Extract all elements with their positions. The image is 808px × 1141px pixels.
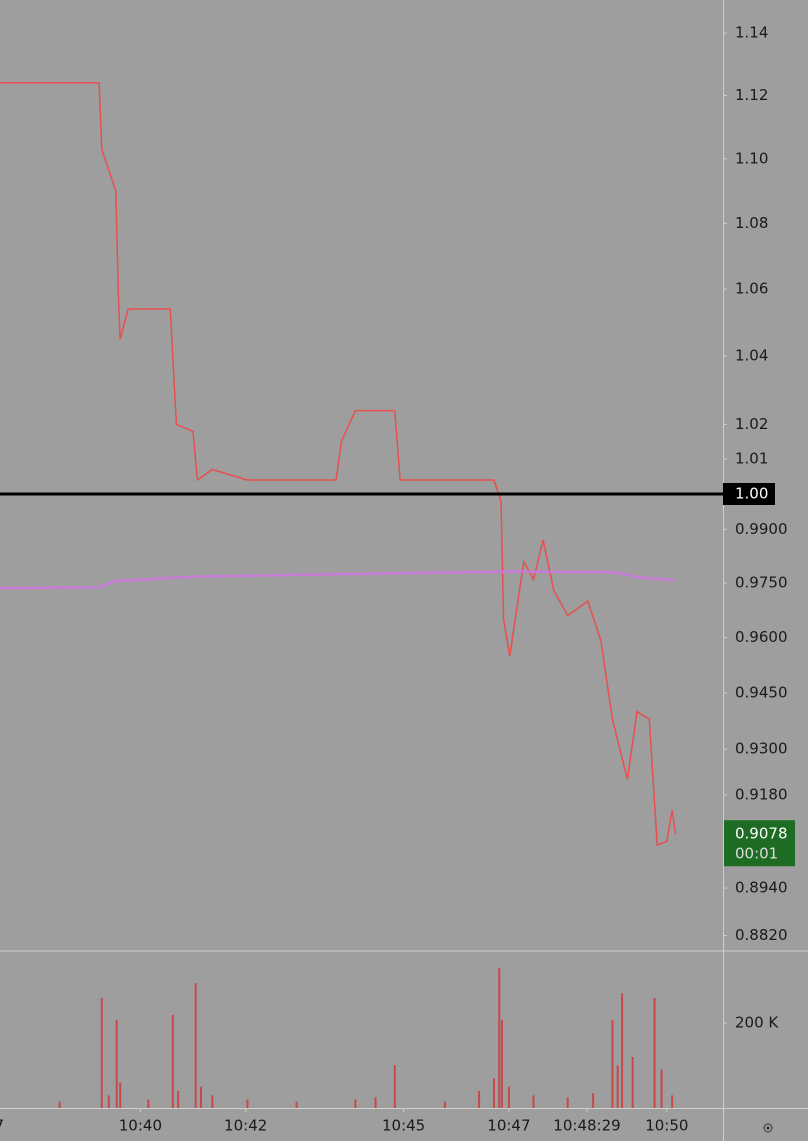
- volume-bar: [443, 1101, 446, 1108]
- volume-bar: [147, 1099, 150, 1108]
- volume-bar: [246, 1099, 249, 1108]
- volume-bar: [199, 1086, 202, 1108]
- volume-bar: [616, 1065, 619, 1108]
- volume-bar: [478, 1090, 481, 1108]
- ma-line: [0, 570, 676, 590]
- volume-bar: [492, 1078, 495, 1108]
- volume-bar: [295, 1101, 298, 1108]
- x-tick-label: 10:40: [119, 1117, 162, 1135]
- y-tick-label: 0.8940: [735, 879, 788, 897]
- y-tick-label: 1.10: [735, 149, 768, 167]
- y-tick-label: 0.8820: [735, 926, 788, 944]
- x-tick-label: 10:42: [224, 1117, 267, 1135]
- last-price-bg: [724, 820, 795, 867]
- y-tick-label: 1.02: [735, 415, 768, 433]
- settings-icon-dot: [766, 1126, 770, 1130]
- y-tick-label: 0.9180: [735, 785, 788, 803]
- y-tick-label: 1.08: [735, 214, 768, 232]
- x-tick-label: 10:48:29: [553, 1117, 620, 1135]
- volume-bar: [498, 968, 501, 1108]
- y-tick-label: 0.9900: [735, 520, 788, 538]
- y-tick-label: 0.9600: [735, 628, 788, 646]
- volume-bar: [532, 1095, 535, 1108]
- x-tick-label: 10:47: [487, 1117, 530, 1135]
- volume-bar: [653, 997, 656, 1108]
- volume-bar: [566, 1097, 569, 1108]
- volume-bar: [194, 983, 197, 1108]
- hline-label-bg: [723, 482, 775, 505]
- volume-bar: [119, 1082, 122, 1108]
- x-tick-label: 10:37: [0, 1117, 4, 1135]
- y-tick-label: 200 K: [735, 1013, 779, 1031]
- volume-bar: [107, 1095, 110, 1108]
- x-tick-label: 10:45: [382, 1117, 425, 1135]
- settings-icon[interactable]: [763, 1123, 773, 1133]
- volume-bar: [631, 1056, 634, 1108]
- volume-bar: [611, 1020, 614, 1108]
- volume-bar: [58, 1101, 61, 1108]
- volume-bar: [374, 1097, 377, 1108]
- volume-bar: [592, 1093, 595, 1108]
- last-price: 0.9078: [735, 825, 788, 843]
- volume-bar: [115, 1020, 118, 1108]
- x-tick-label: 10:50: [645, 1117, 688, 1135]
- volume-bar: [660, 1069, 663, 1108]
- y-tick-label: 1.01: [735, 450, 768, 468]
- countdown: 00:01: [735, 845, 778, 863]
- y-tick-label: 0.9300: [735, 740, 788, 758]
- y-tick-label: 1.14: [735, 24, 768, 42]
- volume-bar: [500, 1020, 503, 1108]
- volume-bar: [507, 1086, 510, 1108]
- y-tick-label: 0.9450: [735, 683, 788, 701]
- volume-bar: [211, 1095, 214, 1108]
- hline-label: 1.00: [735, 484, 768, 502]
- price-line: [0, 82, 677, 847]
- volume-bar: [100, 997, 103, 1108]
- y-tick-label: 0.9750: [735, 574, 788, 592]
- y-tick-label: 1.04: [735, 347, 768, 365]
- volume-bar: [171, 1014, 174, 1108]
- volume-bar: [177, 1090, 180, 1108]
- volume-bar: [354, 1099, 357, 1108]
- y-tick-label: 1.12: [735, 86, 768, 104]
- volume-bar: [621, 993, 624, 1108]
- volume-bar: [393, 1065, 396, 1108]
- y-tick-label: 1.06: [735, 280, 768, 298]
- volume-bar: [671, 1095, 674, 1108]
